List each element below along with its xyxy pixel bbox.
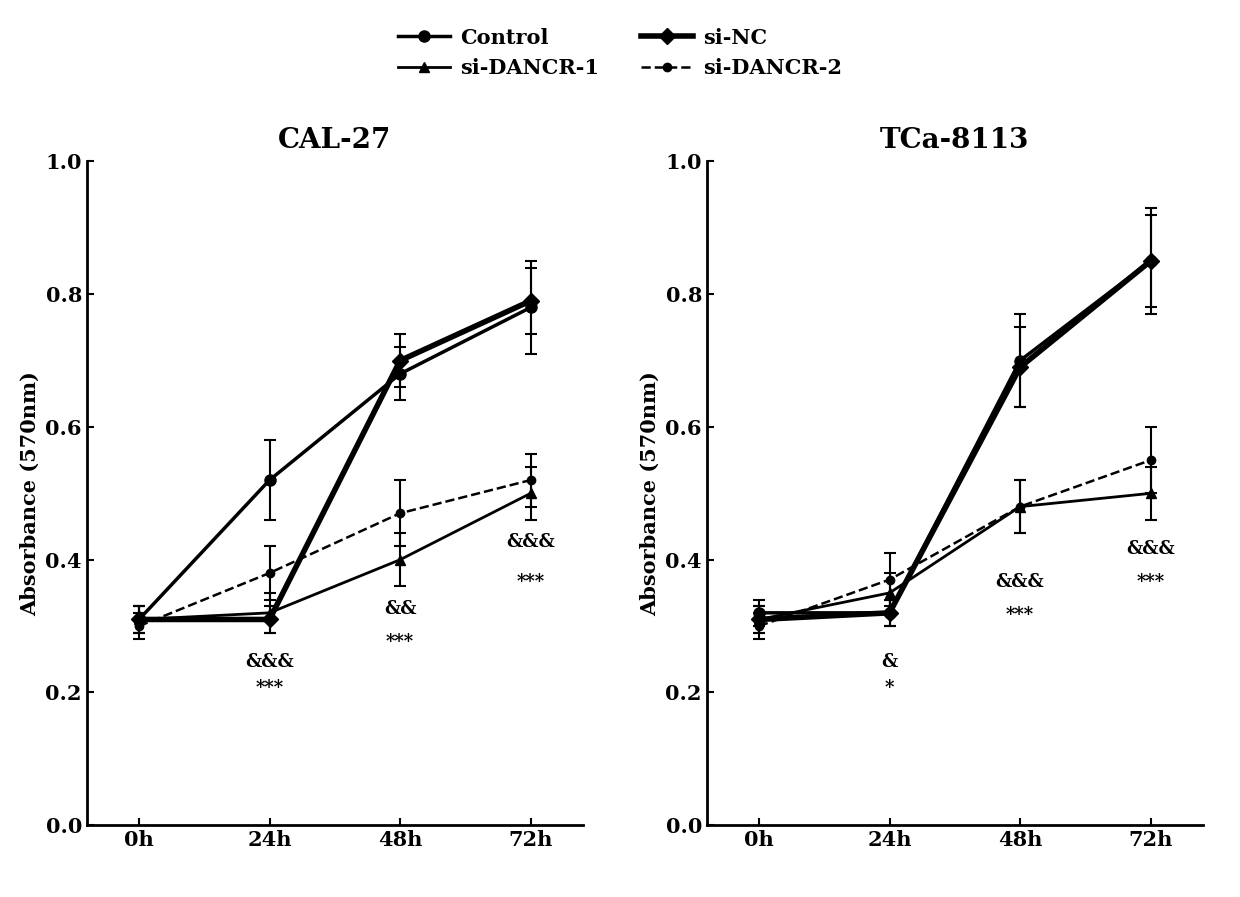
Text: ***: *** — [255, 679, 284, 697]
Text: ***: *** — [517, 573, 544, 591]
Text: &&&: &&& — [1126, 540, 1176, 558]
Text: &&&: &&& — [246, 653, 294, 671]
Y-axis label: Absorbance (570nm): Absorbance (570nm) — [640, 371, 660, 615]
Text: ***: *** — [1006, 606, 1034, 624]
Text: &&: && — [384, 599, 417, 617]
Y-axis label: Absorbance (570nm): Absorbance (570nm) — [20, 371, 40, 615]
Text: *: * — [885, 679, 894, 697]
Title: TCa-8113: TCa-8113 — [880, 126, 1029, 153]
Text: &&&: &&& — [996, 573, 1044, 591]
Text: ***: *** — [1137, 573, 1164, 591]
Legend: Control, si-DANCR-1, si-NC, si-DANCR-2: Control, si-DANCR-1, si-NC, si-DANCR-2 — [389, 20, 851, 86]
Text: ***: *** — [386, 632, 414, 650]
Text: &: & — [882, 653, 898, 671]
Text: &&&: &&& — [506, 533, 556, 551]
Title: CAL-27: CAL-27 — [278, 126, 392, 153]
